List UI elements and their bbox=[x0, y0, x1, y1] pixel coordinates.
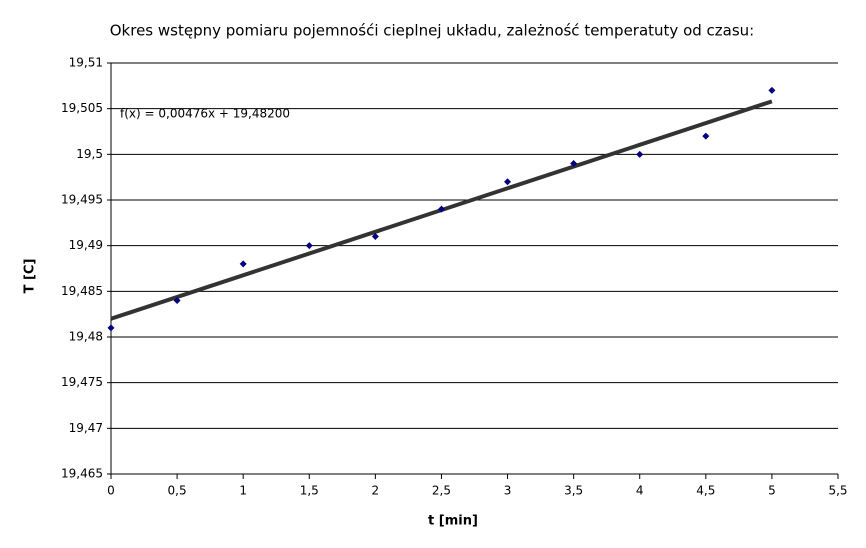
x-tick-label: 4,5 bbox=[696, 484, 715, 498]
data-point bbox=[437, 205, 445, 213]
x-tick-label: 1 bbox=[239, 484, 247, 498]
data-point bbox=[173, 296, 181, 304]
data-point bbox=[239, 260, 247, 268]
x-tick-label: 0 bbox=[107, 484, 115, 498]
x-tick-label: 2 bbox=[372, 484, 380, 498]
y-tick-label: 19,505 bbox=[61, 101, 103, 115]
x-tick-label: 5,5 bbox=[828, 484, 847, 498]
x-tick-label: 2,5 bbox=[432, 484, 451, 498]
y-tick-label: 19,48 bbox=[69, 330, 103, 344]
y-tick-label: 19,51 bbox=[69, 56, 103, 70]
x-tick-label: 0,5 bbox=[168, 484, 187, 498]
y-tick-label: 19,485 bbox=[61, 284, 103, 298]
data-point bbox=[371, 233, 379, 241]
data-point bbox=[570, 159, 578, 167]
data-point bbox=[107, 324, 115, 332]
x-tick-label: 1,5 bbox=[300, 484, 319, 498]
data-point bbox=[636, 150, 644, 158]
y-tick-label: 19,47 bbox=[69, 421, 103, 435]
x-tick-label: 3 bbox=[504, 484, 512, 498]
x-tick-label: 4 bbox=[636, 484, 644, 498]
x-tick-label: 3,5 bbox=[564, 484, 583, 498]
y-tick-label: 19,495 bbox=[61, 193, 103, 207]
data-point bbox=[768, 86, 776, 94]
x-axis-label: t [min] bbox=[428, 514, 478, 529]
data-point bbox=[504, 178, 512, 186]
x-tick-label: 5 bbox=[768, 484, 776, 498]
y-tick-label: 19,49 bbox=[69, 238, 103, 252]
y-axis-label: T [C] bbox=[23, 259, 38, 294]
trendline-equation: f(x) = 0,00476x + 19,48200 bbox=[120, 107, 290, 121]
chart-title: Okres wstępny pomiaru pojemnośći cieplne… bbox=[110, 22, 754, 40]
data-point bbox=[305, 242, 313, 250]
y-tick-label: 19,465 bbox=[61, 467, 103, 481]
y-tick-label: 19,5 bbox=[76, 147, 103, 161]
y-tick-label: 19,475 bbox=[61, 375, 103, 389]
data-point bbox=[702, 132, 710, 140]
